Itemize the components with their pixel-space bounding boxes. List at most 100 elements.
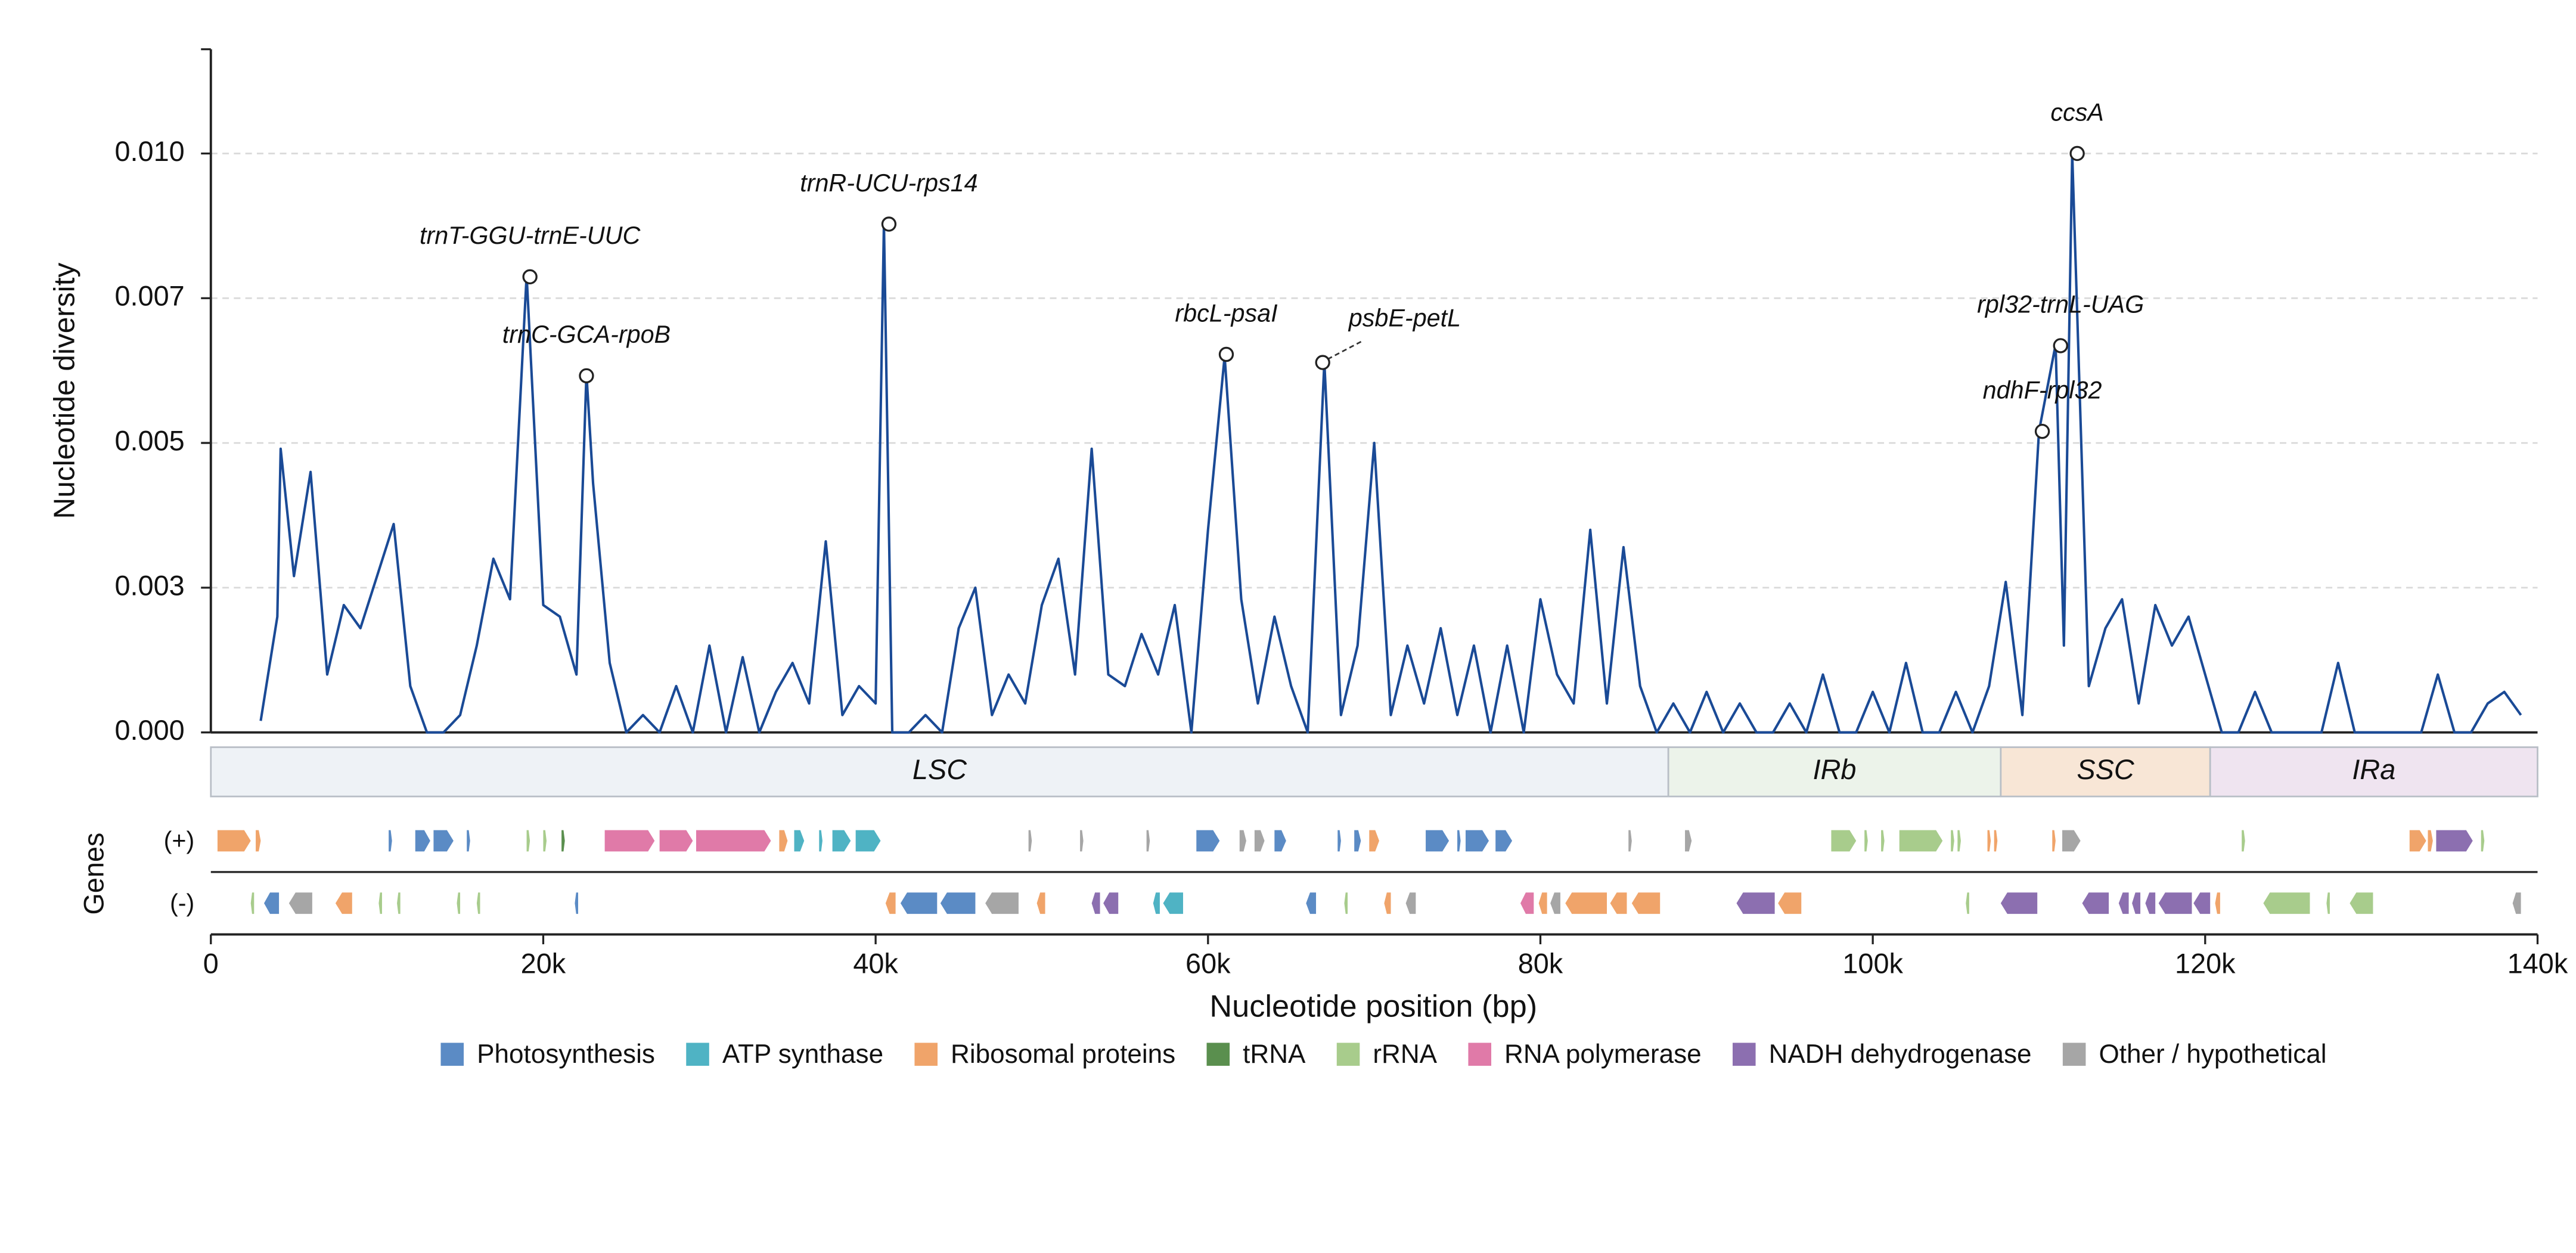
annotation-point <box>1315 355 1330 370</box>
gene <box>476 892 480 914</box>
gene <box>1987 830 1991 852</box>
gene <box>561 830 565 852</box>
gene <box>397 892 401 914</box>
annotation-point <box>881 216 897 232</box>
gene <box>2409 830 2426 852</box>
gene <box>1465 830 1489 852</box>
gene <box>415 830 430 852</box>
gene <box>779 830 788 852</box>
gene <box>1337 830 1341 852</box>
gene <box>2145 892 2156 914</box>
annotation-label: ndhF-rpl32 <box>1983 376 2102 404</box>
gene <box>378 892 382 914</box>
gene <box>1610 892 1627 914</box>
gene <box>1685 830 1692 852</box>
legend-label: rRNA <box>1373 1040 1437 1069</box>
gene <box>1966 892 1969 914</box>
gene <box>1951 830 1954 852</box>
annotation-point <box>2069 145 2085 162</box>
annotation-point <box>522 269 538 285</box>
x-tick-label: 20k <box>521 948 566 979</box>
gene <box>2326 892 2330 914</box>
gene <box>1778 892 1802 914</box>
gene <box>250 892 255 914</box>
gene <box>1495 830 1513 852</box>
gene <box>288 892 312 914</box>
x-tick-label: 40k <box>853 948 898 979</box>
diversity-line <box>259 152 2522 734</box>
x-tick-label: 80k <box>1518 948 1563 979</box>
gene <box>1736 892 1775 914</box>
gene <box>1196 830 1220 852</box>
gene <box>2481 830 2485 852</box>
gene <box>604 830 655 852</box>
gene <box>1881 830 1885 852</box>
gene <box>2436 830 2473 852</box>
gene <box>2263 892 2310 914</box>
gene <box>1550 892 1560 914</box>
gene <box>543 830 547 852</box>
y-axis-label: Nucleotide diversity <box>47 263 80 519</box>
legend-label: Ribosomal proteins <box>951 1040 1175 1069</box>
annotation-label: trnC-GCA-rpoB <box>502 321 671 348</box>
region-label: IRa <box>2352 754 2395 785</box>
region-label: IRb <box>1813 754 1857 785</box>
legend-label: Other / hypothetical <box>2099 1040 2326 1069</box>
gene <box>1899 830 1943 852</box>
gene <box>2052 830 2056 852</box>
legend-label: RNA polymerase <box>1504 1040 1702 1069</box>
gene <box>819 830 823 852</box>
gene <box>2193 892 2211 914</box>
gene <box>1103 892 1119 914</box>
annotation-point <box>2034 423 2050 439</box>
gene <box>659 830 693 852</box>
legend-swatch <box>914 1043 938 1066</box>
legend-label: tRNA <box>1243 1040 1306 1069</box>
region-label: LSC <box>913 754 967 785</box>
gene <box>1426 830 1450 852</box>
x-tick-label: 140k <box>2507 948 2568 979</box>
gene <box>1457 830 1461 852</box>
track-label: (-) <box>170 889 194 917</box>
legend-swatch <box>2062 1043 2086 1066</box>
legend-label: NADH dehydrogenase <box>1769 1040 2032 1069</box>
gene <box>1994 830 1998 852</box>
gene <box>1354 830 1361 852</box>
gene <box>794 830 805 852</box>
annotation-label: psbE-petL <box>1348 304 1461 331</box>
gene <box>1369 830 1379 852</box>
gene <box>2118 892 2129 914</box>
region-block <box>2209 746 2538 798</box>
x-tick-label: 120k <box>2175 948 2236 979</box>
legend-swatch <box>1336 1043 1360 1066</box>
legend-swatch <box>1733 1043 1756 1066</box>
annotation-label: ccsA <box>2050 98 2104 126</box>
annotation-leader <box>1327 340 1363 360</box>
gene <box>1254 830 1265 852</box>
gene <box>900 892 938 914</box>
gene <box>2350 892 2373 914</box>
gene <box>2242 830 2245 852</box>
y-tick-label: 0.007 <box>115 281 185 312</box>
gene <box>1036 892 1045 914</box>
legend-swatch <box>440 1043 464 1066</box>
y-tick-label: 0.010 <box>115 136 185 167</box>
y-tick-label: 0.005 <box>115 425 185 456</box>
gene <box>1631 892 1661 914</box>
gene <box>526 830 530 852</box>
gene <box>389 830 392 852</box>
annotation-point <box>1218 346 1234 362</box>
legend-label: Photosynthesis <box>477 1040 655 1069</box>
gene <box>1306 892 1317 914</box>
legend-swatch <box>1206 1043 1230 1066</box>
gene <box>855 830 881 852</box>
x-tick-label: 0 <box>203 948 219 979</box>
gene <box>2082 892 2109 914</box>
region-block <box>2000 746 2211 798</box>
genes-label: Genes <box>78 833 109 915</box>
gene <box>2000 892 2038 914</box>
gene <box>1520 892 1534 914</box>
gene <box>2062 830 2081 852</box>
